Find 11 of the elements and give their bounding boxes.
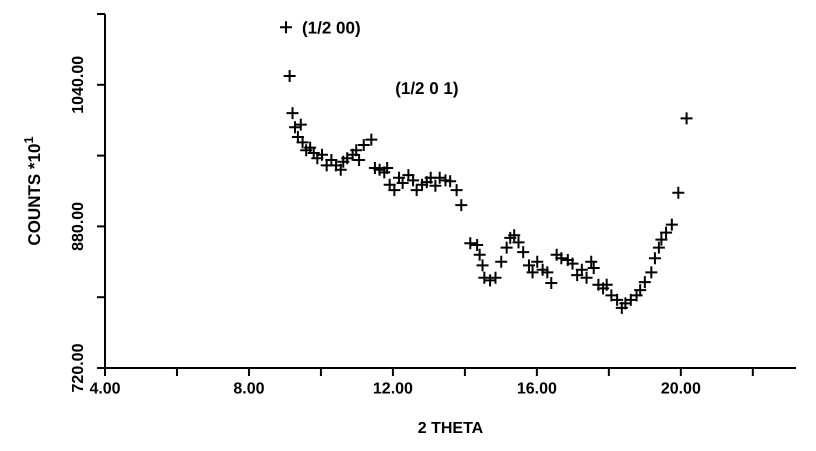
x-tick-label: 12.00 (372, 380, 414, 398)
y-tick-label: 880.00 (70, 202, 87, 251)
y-tick-label: 1040.00 (70, 56, 87, 114)
x-tick-label: 16.00 (516, 380, 557, 398)
x-axis-title: 2 THETA (418, 420, 484, 437)
x-tick-label: 20.00 (660, 380, 701, 398)
y-tick-label: 720.00 (70, 343, 87, 392)
annotation: (1/2 0 1) (395, 79, 459, 98)
x-tick-label: 8.00 (233, 380, 265, 398)
x-tick-label: 4.00 (89, 380, 121, 398)
annotation: (1/2 00) (302, 18, 361, 38)
